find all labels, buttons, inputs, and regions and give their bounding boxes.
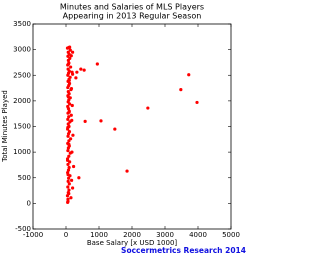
point [66,104,70,109]
point [66,179,70,183]
point [68,48,72,52]
point [66,173,70,177]
point [125,169,129,173]
plot-frame [32,23,232,230]
x-tick-label: 4000 [189,231,207,239]
y-tick-label: 1500 [13,123,31,131]
point [69,65,73,69]
point [82,68,86,72]
point [74,76,78,80]
point [146,106,150,110]
point [187,73,191,77]
point [65,46,70,50]
point [67,192,71,196]
point [67,182,71,186]
point [67,78,71,82]
chart-title: Appearing in 2013 Regular Season [63,12,202,21]
x-tick-label: -1000 [23,231,43,239]
y-tick-label: -500 [15,225,31,233]
point [66,50,70,54]
point [99,119,103,123]
point [195,100,199,105]
y-tick-label: 500 [18,174,31,182]
point [71,186,75,190]
y-tick-label: 2500 [13,71,31,79]
x-tick-label: 0 [64,231,68,239]
point [69,137,73,141]
y-tick-label: 3000 [13,46,31,54]
point [69,54,73,58]
y-tick-label: 2000 [13,97,31,105]
point [71,164,76,169]
point [67,115,71,119]
y-tick-label: 0 [27,199,31,207]
point [70,150,74,154]
point [71,72,75,76]
point [71,133,75,137]
point [70,118,74,122]
point [66,168,71,172]
point [66,162,70,167]
x-tick-label: 2000 [123,231,141,239]
point [66,117,70,121]
point [83,119,87,123]
x-tick-label: 3000 [156,231,174,239]
point [95,62,99,66]
x-axis-label: Base Salary [x USD 1000] [87,239,178,247]
point [66,90,70,94]
x-tick-label: 5000 [222,231,240,239]
point [67,165,71,170]
point [70,103,74,108]
point [77,176,81,180]
point [68,75,72,79]
point [71,50,75,54]
point [67,130,72,134]
point [69,113,73,117]
point [69,86,74,91]
point [66,134,70,138]
point [66,95,70,99]
point [113,127,117,131]
chart-title: Minutes and Salaries of MLS Players [60,3,204,12]
point [67,188,71,192]
y-axis-label: Total Minutes Played [1,90,9,163]
point [66,199,70,203]
point [179,88,183,92]
point [70,178,74,182]
y-tick-label: 1000 [13,148,31,156]
y-tick-label: 3500 [13,20,31,28]
point [67,154,71,158]
point [66,125,70,130]
annotation: Soccermetrics Research 2014 [121,246,246,255]
point [66,67,70,71]
point [67,142,71,147]
point [69,196,73,200]
point [79,67,83,71]
point [67,176,71,180]
point [65,158,70,162]
point [75,70,79,74]
chart: Minutes and Salaries of MLS Players Appe… [1,3,246,256]
x-tick-label: 1000 [90,231,108,239]
point [66,185,70,189]
point [66,62,71,66]
point [68,56,72,60]
point [66,148,70,153]
point [67,110,71,114]
page: {"chart_data": {"type": "scatter", "titl… [1,2,246,256]
